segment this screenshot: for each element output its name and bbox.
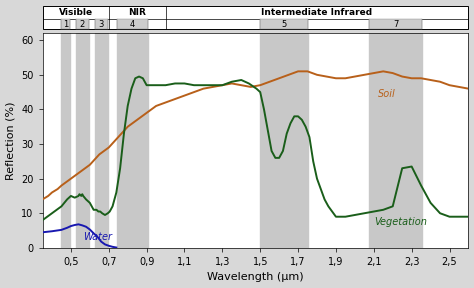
Bar — [260, 33, 309, 248]
FancyBboxPatch shape — [260, 19, 309, 29]
FancyBboxPatch shape — [95, 19, 108, 29]
Text: 2: 2 — [80, 20, 85, 29]
FancyBboxPatch shape — [62, 19, 70, 29]
Bar — [62, 33, 70, 248]
Text: 1: 1 — [63, 20, 68, 29]
FancyBboxPatch shape — [76, 19, 89, 29]
X-axis label: Wavelength (μm): Wavelength (μm) — [207, 272, 304, 283]
Text: 3: 3 — [99, 20, 104, 29]
Text: 4: 4 — [130, 20, 135, 29]
Text: 7: 7 — [393, 20, 398, 29]
Bar — [117, 33, 147, 248]
Text: 5: 5 — [282, 20, 287, 29]
Text: NIR: NIR — [128, 8, 146, 17]
Text: Water: Water — [83, 232, 112, 242]
Text: Soil: Soil — [378, 89, 395, 99]
FancyBboxPatch shape — [369, 19, 422, 29]
FancyBboxPatch shape — [43, 6, 468, 29]
Bar — [76, 33, 89, 248]
Y-axis label: Reflection (%): Reflection (%) — [6, 101, 16, 180]
FancyBboxPatch shape — [117, 19, 147, 29]
Text: Visible: Visible — [59, 8, 93, 17]
Text: Vegetation: Vegetation — [374, 217, 427, 227]
Bar — [95, 33, 108, 248]
Bar — [369, 33, 422, 248]
Text: Intermediate Infrared: Intermediate Infrared — [262, 8, 373, 17]
